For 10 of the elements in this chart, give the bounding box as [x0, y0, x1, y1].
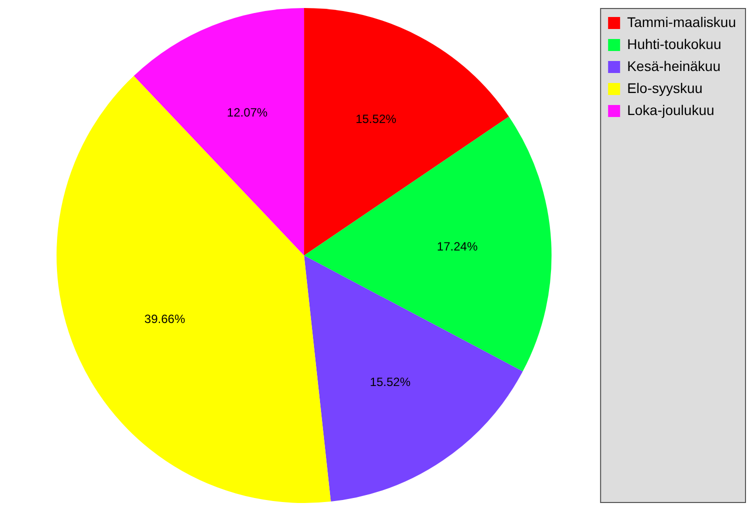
legend-label: Kesä-heinäkuu [627, 58, 720, 74]
data-label: 39.66% [144, 312, 186, 326]
data-label: 15.52% [370, 374, 411, 389]
legend-label: Huhti-toukokuu [627, 36, 722, 52]
data-label: 15.52% [356, 112, 397, 126]
data-label: 17.24% [436, 240, 478, 254]
legend-label: Tammi-maaliskuu [627, 14, 736, 30]
legend-label: Loka-joulukuu [627, 102, 714, 118]
legend-label: Elo-syyskuu [627, 80, 703, 96]
data-label: 12.07% [226, 105, 268, 120]
